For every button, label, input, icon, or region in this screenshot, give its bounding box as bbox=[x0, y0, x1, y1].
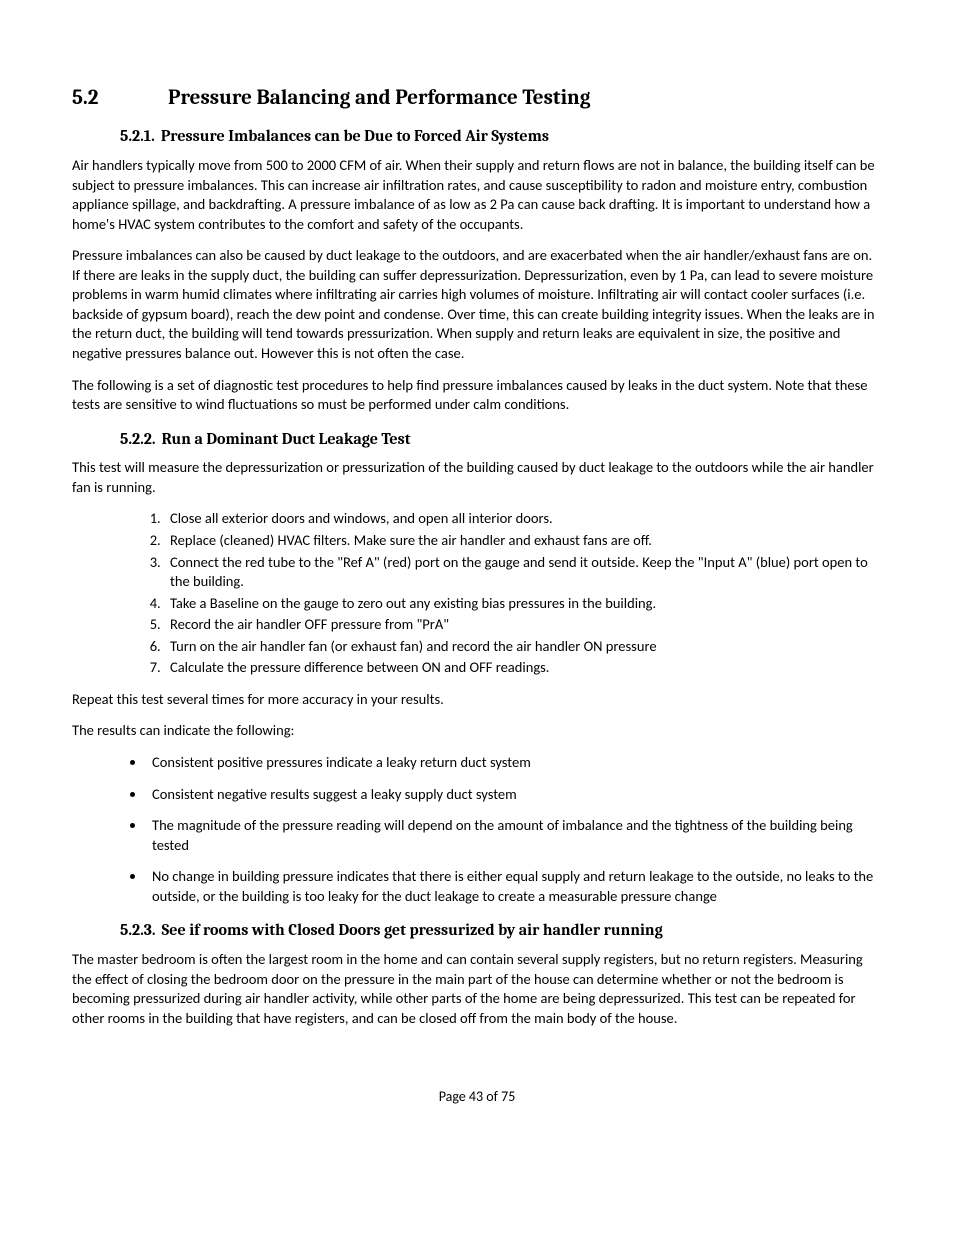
subheading-523: 5.2.3. See if rooms with Closed Doors get… bbox=[120, 920, 882, 942]
bullet-item: Consistent positive pressures indicate a… bbox=[146, 753, 882, 773]
step-item: Connect the red tube to the "Ref A" (red… bbox=[164, 553, 882, 592]
section-number: 5.2 bbox=[72, 84, 168, 112]
subheading-title: Run a Dominant Duct Leakage Test bbox=[162, 430, 411, 448]
step-item: Close all exterior doors and windows, an… bbox=[164, 509, 882, 529]
subheading-title: See if rooms with Closed Doors get press… bbox=[162, 921, 663, 939]
subheading-number: 5.2.3. bbox=[120, 920, 156, 942]
step-item: Record the air handler OFF pressure from… bbox=[164, 615, 882, 635]
paragraph: Air handlers typically move from 500 to … bbox=[72, 156, 882, 234]
step-item: Calculate the pressure difference betwee… bbox=[164, 658, 882, 678]
subheading-number: 5.2.2. bbox=[120, 429, 156, 451]
paragraph: Pressure imbalances can also be caused b… bbox=[72, 246, 882, 363]
bullet-item: No change in building pressure indicates… bbox=[146, 867, 882, 906]
paragraph: The results can indicate the following: bbox=[72, 721, 882, 741]
steps-list: Close all exterior doors and windows, an… bbox=[72, 509, 882, 678]
paragraph: Repeat this test several times for more … bbox=[72, 690, 882, 710]
bullet-item: The magnitude of the pressure reading wi… bbox=[146, 816, 882, 855]
paragraph: This test will measure the depressurizat… bbox=[72, 458, 882, 497]
subheading-521: 5.2.1. Pressure Imbalances can be Due to … bbox=[120, 126, 882, 148]
section-heading: 5.2Pressure Balancing and Performance Te… bbox=[72, 84, 882, 112]
results-bullets: Consistent positive pressures indicate a… bbox=[72, 753, 882, 906]
step-item: Turn on the air handler fan (or exhaust … bbox=[164, 637, 882, 657]
subheading-522: 5.2.2. Run a Dominant Duct Leakage Test bbox=[120, 429, 882, 451]
subheading-number: 5.2.1. bbox=[120, 126, 155, 148]
section-title: Pressure Balancing and Performance Testi… bbox=[168, 86, 590, 110]
step-item: Take a Baseline on the gauge to zero out… bbox=[164, 594, 882, 614]
page-footer: Page 43 of 75 bbox=[72, 1088, 882, 1107]
bullet-item: Consistent negative results suggest a le… bbox=[146, 785, 882, 805]
subheading-title: Pressure Imbalances can be Due to Forced… bbox=[161, 127, 549, 145]
paragraph: The master bedroom is often the largest … bbox=[72, 950, 882, 1028]
paragraph: The following is a set of diagnostic tes… bbox=[72, 376, 882, 415]
step-item: Replace (cleaned) HVAC filters. Make sur… bbox=[164, 531, 882, 551]
